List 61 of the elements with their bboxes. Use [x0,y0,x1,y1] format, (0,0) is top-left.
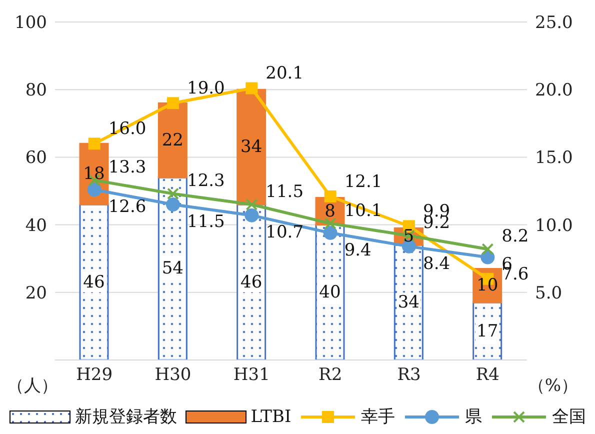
y-tick-label: 100 [14,13,47,34]
y2-axis-title: （%） [528,376,578,396]
x-tick-label: H31 [233,365,270,386]
data-label: 20.1 [266,64,304,84]
legend-label: 新規登録者数 [74,406,177,428]
point [324,217,336,230]
point [323,226,338,240]
data-label: 46 [240,272,262,292]
data-label: 22 [162,130,184,150]
legend-label: 幸手 [361,406,396,428]
y-tick-label: 80 [25,80,47,101]
data-label: 12.6 [108,197,146,218]
data-label: 10.7 [266,222,304,243]
y2-tick-label: 15.0 [535,148,573,168]
data-label: 8.4 [423,254,450,274]
point [87,182,102,197]
data-label: 9.4 [344,240,372,260]
point [244,208,259,222]
data-label: 34 [398,292,420,313]
legend-label: LTBI [250,406,292,426]
point [246,82,258,94]
data-label: 19.0 [187,78,225,99]
x-tick-label: H30 [154,365,192,386]
point [246,198,258,211]
y2-tick-label: 20.0 [535,80,573,101]
data-label: 46 [83,272,105,292]
bar [236,88,266,206]
x-tick-label: R3 [397,365,421,386]
y2-tick-label: 25.0 [535,13,573,34]
data-label: 8.2 [502,226,529,247]
data-label: 12.3 [187,171,225,192]
data-label: 8 [324,201,336,222]
data-label: 17 [476,321,498,342]
data-label: 34 [240,137,262,158]
legend-label: 県 [465,406,482,428]
legend-label: 全国 [552,406,586,428]
point [166,198,180,212]
x-tick-label: R4 [476,365,500,386]
point [88,138,100,150]
x-tick-label: H29 [76,365,113,386]
y2-tick-label: 5.0 [535,283,562,304]
data-label: 10 [476,276,498,296]
y-axis-title: （人） [7,376,58,396]
bar [79,204,109,360]
y-tick-label: 60 [25,148,47,168]
y-tick-label: 40 [25,216,47,236]
bar [158,102,188,178]
data-label: 13.3 [108,158,146,178]
point [482,243,494,256]
point [167,97,179,110]
point [167,188,179,200]
point [324,190,336,202]
y-tick-label: 20 [25,283,47,304]
data-label: 12.1 [344,172,382,192]
data-label: 54 [162,258,184,279]
data-label: 40 [319,282,341,302]
data-label: 11.5 [187,212,225,232]
y2-tick-label: 10.0 [535,216,573,236]
data-label: 11.5 [266,182,304,202]
x-tick-label: R2 [318,365,342,386]
data-label: 18 [83,164,105,184]
